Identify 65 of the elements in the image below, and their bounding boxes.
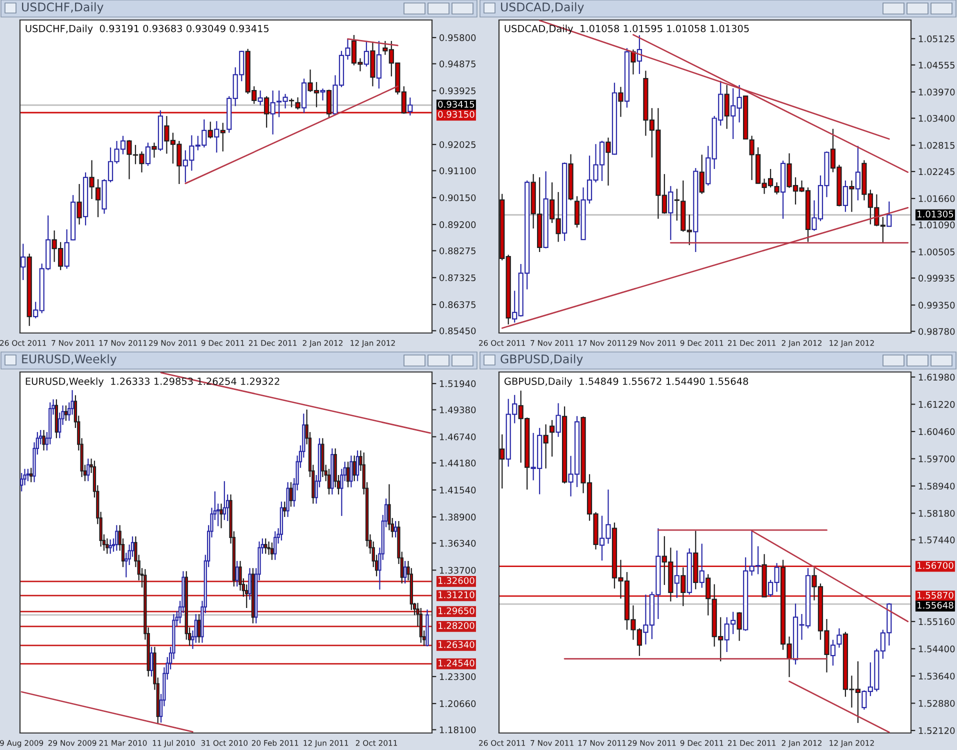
y-tick-label: 1.05125 [918, 35, 954, 42]
y-tick-label: 0.94875 [440, 60, 476, 68]
ref-line-label: 1.32600 [438, 577, 474, 584]
y-tick-label: 1.41540 [440, 486, 476, 494]
ref-line-label: 0.93150 [438, 110, 474, 118]
ref-line-label: 1.55648 [918, 602, 954, 609]
ref-line-label: 1.29650 [438, 607, 474, 614]
chart-title: EURUSD,Weekly [22, 354, 117, 366]
y-tick-label: 0.92025 [440, 141, 476, 148]
y-tick-label: 1.52120 [918, 727, 955, 734]
y-tick-label: 1.03400 [918, 114, 955, 122]
y-tick-label: 1.59700 [918, 455, 955, 462]
y-tick-label: 1.51940 [440, 380, 476, 388]
y-tick-label: 0.99350 [918, 302, 955, 309]
chart-subtitle: USDCHF,Daily 0.93191 0.93683 0.93049 0.93415 [26, 24, 269, 34]
y-tick-label: 1.36340 [440, 540, 476, 547]
y-tick-label: 1.61220 [918, 400, 955, 408]
y-tick-label: 1.58940 [918, 482, 955, 490]
ref-line-label: 1.56700 [918, 562, 954, 569]
y-tick-label: 1.61980 [918, 374, 955, 381]
y-tick-label: 1.18100 [440, 726, 476, 734]
y-tick-label: 1.00505 [918, 248, 954, 256]
y-tick-label: 0.93925 [440, 87, 476, 94]
y-tick-label: 1.02815 [918, 142, 954, 149]
y-tick-label: 1.60460 [918, 428, 955, 436]
ref-line-label: 1.31210 [438, 591, 474, 598]
ref-line-label: 1.55870 [918, 592, 954, 599]
ref-line-label: 1.26340 [438, 641, 474, 648]
y-tick-label: 1.20660 [440, 700, 476, 708]
y-tick-label: 1.52880 [918, 700, 955, 707]
y-tick-label: 0.90150 [440, 194, 476, 202]
y-tick-label: 1.46740 [440, 433, 476, 440]
y-tick-label: 1.01660 [918, 195, 955, 202]
y-tick-label: 1.23300 [440, 673, 476, 680]
y-tick-label: 1.33700 [440, 566, 476, 574]
y-tick-label: 0.91100 [440, 167, 476, 174]
y-tick-label: 1.49380 [440, 406, 476, 414]
y-tick-label: 0.87325 [440, 274, 476, 282]
y-tick-label: 1.58180 [918, 510, 955, 517]
chart-title: USDCAD,Daily [501, 2, 584, 14]
y-tick-label: 1.44180 [440, 460, 476, 466]
y-tick-label: 0.99935 [918, 274, 954, 282]
y-tick-label: 1.54400 [918, 645, 955, 652]
y-tick-label: 0.85450 [440, 327, 476, 334]
text: GBPUSD,Daily 1.54849 1.55672 1.54490 1.55648 [504, 377, 748, 387]
y-tick-label: 1.02245 [918, 168, 954, 176]
chart-title: USDCHF,Daily [22, 2, 104, 14]
ref-line-label: 1.24540 [438, 660, 474, 666]
y-tick-label: 0.88275 [440, 247, 476, 254]
text: EURUSD,Weekly 1.26333 1.29853 1.26254 1.29322 [26, 377, 280, 387]
y-tick-label: 1.38900 [440, 514, 476, 521]
chart-title: GBPUSD,Daily [500, 354, 583, 366]
ref-line-label: 1.01305 [918, 210, 954, 218]
y-tick-label: 1.57440 [918, 536, 955, 544]
ref-line-label: 1.28200 [438, 622, 474, 630]
y-tick-label: 1.03970 [918, 88, 955, 96]
y-tick-label: 1.04555 [918, 62, 954, 69]
y-tick-label: 0.95800 [440, 34, 476, 42]
y-tick-label: 0.98780 [918, 328, 955, 335]
y-tick-label: 1.01090 [918, 222, 955, 228]
y-tick-label: 0.89200 [440, 221, 476, 228]
ref-line-label: 0.93415 [438, 100, 474, 108]
y-tick-label: 1.55160 [918, 618, 955, 626]
y-tick-label: 0.86375 [440, 301, 476, 308]
y-tick-label: 1.53640 [918, 672, 955, 680]
